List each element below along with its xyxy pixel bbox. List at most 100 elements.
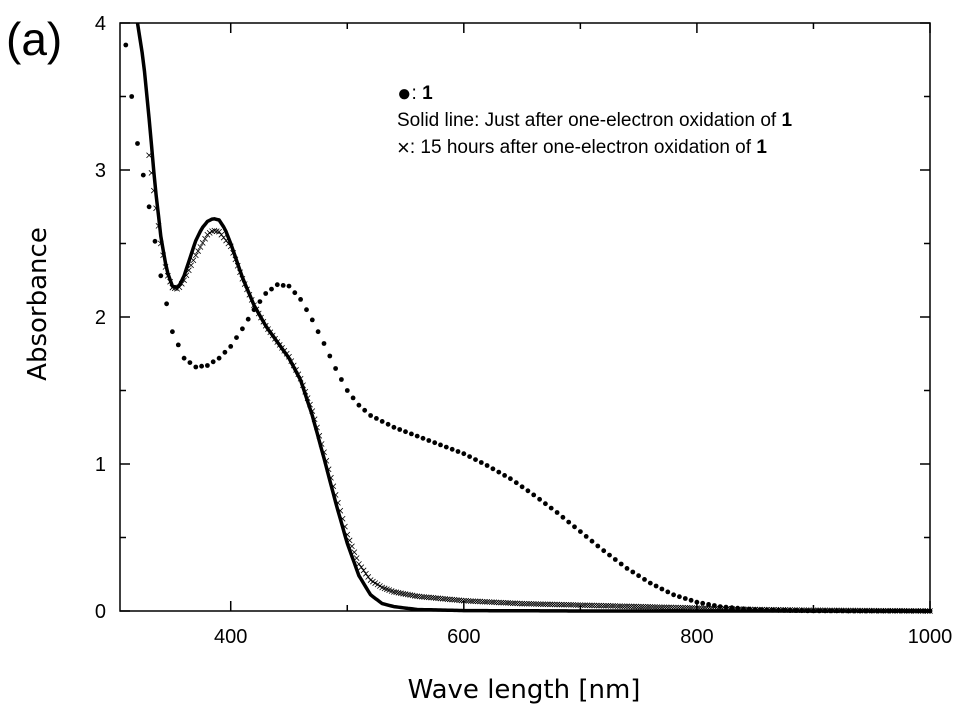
data-point bbox=[513, 480, 519, 486]
data-point-cross bbox=[843, 607, 849, 614]
data-point-cross bbox=[288, 358, 295, 364]
data-point bbox=[583, 534, 589, 539]
legend-text: 15 hours after one-electron oxidation of bbox=[420, 137, 757, 158]
data-point bbox=[601, 548, 607, 554]
data-point-cross bbox=[332, 492, 339, 498]
data-point-cross bbox=[677, 604, 684, 611]
data-point-cross bbox=[624, 603, 630, 610]
data-point-cross bbox=[500, 599, 507, 606]
x-tick-label: 600 bbox=[447, 626, 480, 648]
data-point-cross bbox=[572, 602, 579, 608]
data-point-cross bbox=[824, 607, 831, 614]
data-point-cross bbox=[516, 600, 523, 607]
data-point-cross bbox=[160, 252, 166, 259]
data-point-cross bbox=[458, 597, 465, 604]
data-point-cross bbox=[738, 606, 745, 613]
data-point-cross bbox=[419, 593, 425, 600]
data-point bbox=[280, 283, 286, 288]
data-point-cross bbox=[740, 606, 747, 613]
data-point-cross bbox=[668, 604, 675, 611]
legend-entry-just-after: Solid line: Just after one-electron oxid… bbox=[397, 107, 792, 134]
data-point-cross bbox=[754, 606, 761, 613]
data-point-cross bbox=[875, 607, 882, 614]
data-point-cross bbox=[495, 599, 502, 606]
data-point-cross bbox=[416, 593, 423, 600]
data-point-cross bbox=[619, 603, 626, 610]
data-point bbox=[368, 413, 373, 418]
data-point-cross bbox=[307, 401, 313, 408]
data-point-cross bbox=[621, 603, 628, 610]
data-point-cross bbox=[642, 603, 649, 610]
legend-sep: : bbox=[409, 137, 421, 158]
data-point-cross bbox=[523, 600, 530, 607]
series-15_hours_after bbox=[146, 152, 933, 614]
y-tick-label: 0 bbox=[95, 601, 106, 623]
data-point-cross bbox=[491, 599, 497, 606]
data-point bbox=[548, 505, 554, 511]
data-point-cross bbox=[868, 607, 875, 614]
data-point-cross bbox=[425, 594, 432, 601]
data-point-cross bbox=[239, 275, 246, 282]
data-point bbox=[222, 349, 228, 355]
data-point-cross bbox=[899, 607, 905, 614]
data-point-cross bbox=[558, 601, 565, 608]
data-point-cross bbox=[150, 187, 157, 194]
data-point-cross bbox=[731, 606, 738, 612]
data-point-cross bbox=[777, 607, 784, 613]
data-point bbox=[467, 454, 472, 459]
data-point-cross bbox=[405, 591, 411, 598]
data-point-cross bbox=[565, 601, 572, 608]
data-point bbox=[292, 290, 298, 296]
data-point bbox=[706, 602, 711, 607]
data-point-cross bbox=[927, 608, 933, 614]
data-point-cross bbox=[260, 318, 267, 325]
data-point bbox=[164, 301, 170, 307]
data-point-cross bbox=[223, 237, 229, 244]
data-point bbox=[216, 355, 222, 361]
data-point bbox=[438, 442, 443, 448]
data-point-cross bbox=[885, 607, 891, 614]
data-point-cross bbox=[533, 601, 539, 607]
data-point-cross bbox=[470, 598, 476, 605]
data-point-cross bbox=[157, 240, 164, 247]
data-point-cross bbox=[607, 603, 614, 609]
data-point-cross bbox=[847, 607, 854, 614]
data-point-cross bbox=[586, 602, 593, 609]
data-point-cross bbox=[892, 607, 898, 614]
data-point bbox=[414, 433, 420, 439]
data-point bbox=[537, 496, 542, 502]
data-point-cross bbox=[775, 606, 782, 613]
data-point-cross bbox=[784, 607, 791, 613]
data-point bbox=[543, 501, 548, 507]
data-point-cross bbox=[542, 601, 549, 608]
data-point-cross bbox=[691, 605, 698, 611]
data-point-cross bbox=[463, 597, 469, 604]
data-point-cross bbox=[477, 598, 483, 605]
data-point-cross bbox=[444, 596, 451, 603]
data-point-cross bbox=[666, 604, 672, 611]
data-point-cross bbox=[547, 601, 553, 608]
data-point bbox=[391, 424, 397, 430]
data-point-cross bbox=[521, 600, 528, 607]
data-point-cross bbox=[596, 602, 602, 609]
data-point-cross bbox=[351, 549, 358, 556]
data-point bbox=[257, 299, 263, 304]
data-point bbox=[146, 204, 152, 210]
data-point bbox=[595, 543, 601, 549]
data-point-cross bbox=[752, 606, 759, 613]
data-point-cross bbox=[652, 604, 658, 610]
data-point-cross bbox=[584, 602, 591, 609]
data-point-cross bbox=[335, 499, 341, 506]
data-point-cross bbox=[838, 607, 845, 614]
data-point-cross bbox=[244, 286, 250, 293]
data-point-cross bbox=[575, 602, 581, 608]
data-point-cross bbox=[246, 291, 253, 298]
data-point-cross bbox=[645, 603, 651, 610]
data-point-cross bbox=[195, 248, 201, 254]
data-point-cross bbox=[423, 594, 430, 601]
data-point bbox=[502, 473, 507, 478]
data-point-cross bbox=[428, 594, 435, 601]
panel-label: (a) bbox=[6, 13, 63, 65]
data-point-cross bbox=[871, 607, 877, 614]
data-point-cross bbox=[227, 243, 234, 250]
